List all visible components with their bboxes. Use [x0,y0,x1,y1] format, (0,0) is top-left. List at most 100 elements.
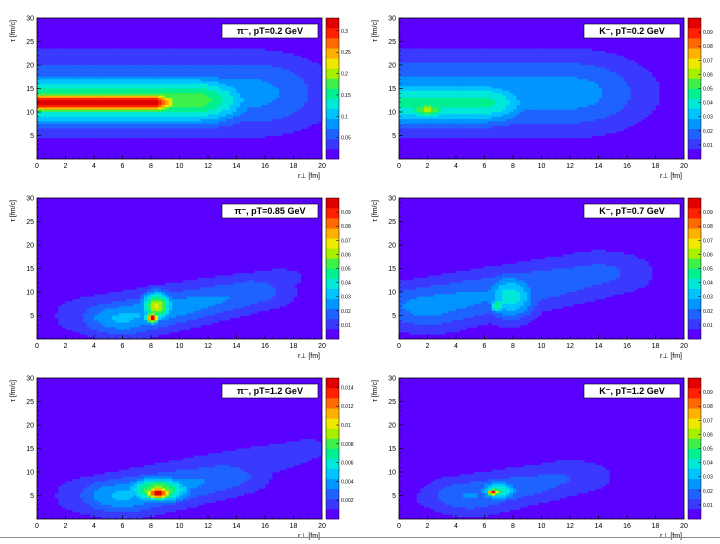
heatmap-cell [428,56,432,59]
heatmap-cell [258,96,262,99]
heatmap-cell [123,65,127,68]
heatmap-cell [470,107,474,110]
heatmap-cell [563,79,567,82]
heatmap-cell [244,86,248,89]
heatmap-cell [269,131,273,134]
heatmap-cell [552,110,556,113]
heatmap-cell [76,131,80,134]
heatmap-cell [162,103,166,106]
heatmap-cell [155,119,159,122]
heatmap-cell [229,98,233,101]
heatmap-cell [101,70,105,73]
heatmap-cell [144,77,148,80]
heatmap-cell [524,58,528,61]
heatmap-cell [272,72,276,75]
heatmap-cell [197,60,201,63]
heatmap-cell [80,79,84,82]
heatmap-cell [301,58,305,61]
heatmap-cell [399,79,403,82]
heatmap-cell [261,126,265,129]
heatmap-cell [566,70,570,73]
heatmap-cell [222,124,226,127]
heatmap-cell [431,112,435,115]
heatmap-cell [101,110,105,113]
heatmap-cell [51,126,55,129]
heatmap-cell [76,72,80,75]
heatmap-cell [219,117,223,120]
heatmap-cell [41,93,45,96]
heatmap-cell [55,53,59,56]
heatmap-cell [431,81,435,84]
heatmap-cell [559,121,563,124]
heatmap-cell [413,107,417,110]
heatmap-cell [80,91,84,94]
heatmap-cell [144,133,148,136]
heatmap-cell [470,136,474,139]
heatmap-cell [233,67,237,70]
heatmap-cell [517,114,521,117]
heatmap-cell [495,77,499,80]
heatmap-cell [520,112,524,115]
heatmap-cell [226,58,230,61]
heatmap-cell [556,119,560,122]
heatmap-cell [315,81,319,84]
heatmap-cell [485,89,489,92]
heatmap-cell [566,67,570,70]
heatmap-cell [158,107,162,110]
heatmap-cell [237,98,241,101]
heatmap-cell [410,91,414,94]
heatmap-cell [229,56,233,59]
heatmap-cell [187,81,191,84]
heatmap-cell [76,98,80,101]
heatmap-cell [297,128,301,131]
heatmap-cell [413,74,417,77]
heatmap-cell [133,74,137,77]
heatmap-cell [48,121,52,124]
heatmap-cell [44,53,48,56]
heatmap-cell [470,86,474,89]
heatmap-cell [137,91,141,94]
heatmap-cell [190,60,194,63]
heatmap-cell [169,63,173,66]
heatmap-cell [41,105,45,108]
heatmap-cell [158,49,162,52]
heatmap-cell [406,126,410,129]
heatmap-cell [474,91,478,94]
heatmap-cell [311,89,315,92]
heatmap-cell [574,70,578,73]
heatmap-cell [119,81,123,84]
heatmap-cell [58,56,62,59]
heatmap-cell [172,72,176,75]
heatmap-cell [485,112,489,115]
heatmap-cell [566,72,570,75]
heatmap-cell [456,112,460,115]
heatmap-cell [410,67,414,70]
heatmap-cell [467,105,471,108]
heatmap-cell [406,74,410,77]
heatmap-cell [534,93,538,96]
heatmap-cell [62,105,66,108]
heatmap-cell [485,107,489,110]
heatmap-cell [66,93,70,96]
heatmap-cell [187,124,191,127]
heatmap-cell [417,114,421,117]
heatmap-cell [517,79,521,82]
heatmap-cell [180,53,184,56]
heatmap-cell [80,60,84,63]
heatmap-cell [517,107,521,110]
heatmap-cell [559,89,563,92]
heatmap-cell [254,89,258,92]
heatmap-cell [201,100,205,103]
heatmap-cell [194,105,198,108]
heatmap-cell [247,114,251,117]
heatmap-cell [524,63,528,66]
heatmap-cell [435,58,439,61]
heatmap-cell [311,98,315,101]
heatmap-cell [105,114,109,117]
heatmap-cell [542,49,546,52]
x-tick-label: 10 [176,163,184,170]
heatmap-cell [570,53,574,56]
heatmap-cell [438,49,442,52]
heatmap-cell [41,74,45,77]
heatmap-cell [55,74,59,77]
